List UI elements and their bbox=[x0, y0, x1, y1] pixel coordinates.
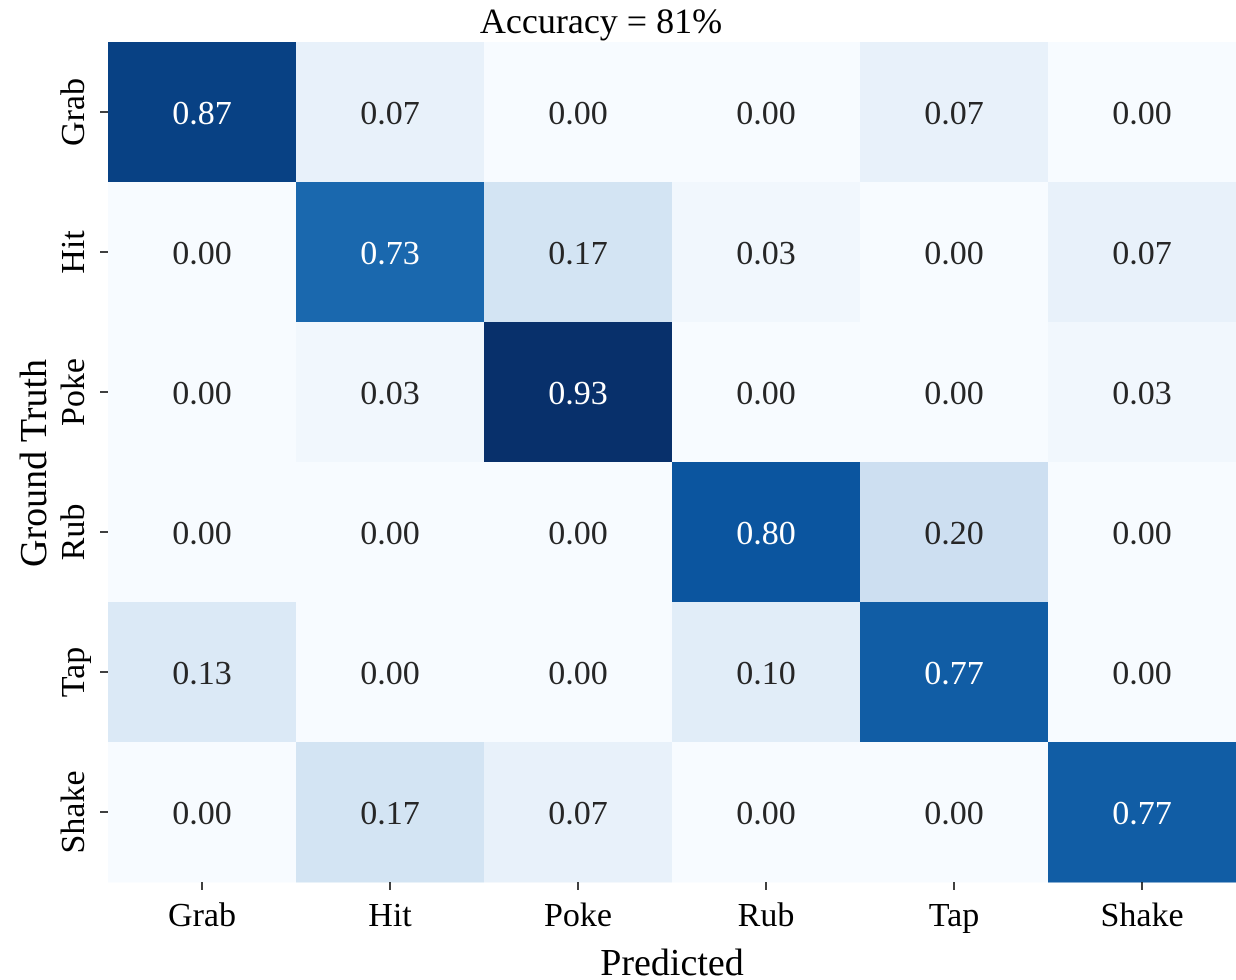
heatmap-cell-label: 0.00 bbox=[1112, 655, 1172, 692]
heatmap-cell bbox=[672, 742, 861, 883]
y-axis-label: Ground Truth bbox=[13, 359, 55, 567]
heatmap-cell-label: 0.77 bbox=[1112, 795, 1172, 832]
heatmap-cell bbox=[296, 42, 485, 183]
y-tick-label: Rub bbox=[55, 504, 92, 561]
heatmap-cell-label: 0.07 bbox=[548, 795, 608, 832]
heatmap-cell-label: 0.00 bbox=[172, 375, 232, 412]
heatmap-cell bbox=[1048, 322, 1236, 463]
y-tick-label: Tap bbox=[55, 647, 92, 698]
heatmap-cell-label: 0.07 bbox=[924, 95, 984, 132]
y-tick-label: Poke bbox=[55, 358, 92, 426]
heatmap-cell bbox=[108, 322, 297, 463]
heatmap-cell bbox=[1048, 602, 1236, 743]
heatmap-cell-label: 0.00 bbox=[548, 95, 608, 132]
heatmap-cell bbox=[672, 462, 861, 603]
chart-title: Accuracy = 81% bbox=[480, 1, 722, 41]
heatmap-cell-label: 0.17 bbox=[360, 795, 420, 832]
heatmap-cell bbox=[860, 462, 1049, 603]
y-axis-ticks: Grab Hit Poke Rub Tap Shake bbox=[55, 78, 108, 854]
heatmap-cell-label: 0.00 bbox=[548, 515, 608, 552]
heatmap-cell-label: 0.03 bbox=[360, 375, 420, 412]
heatmap-cell-label: 0.00 bbox=[172, 795, 232, 832]
heatmap-cell-label: 0.73 bbox=[360, 235, 420, 272]
heatmap-cell-label: 0.00 bbox=[736, 795, 796, 832]
y-tick-label: Shake bbox=[55, 770, 92, 853]
heatmap-cell-label: 0.00 bbox=[1112, 95, 1172, 132]
heatmap-cell-label: 0.87 bbox=[172, 95, 232, 132]
heatmap-cell bbox=[108, 742, 297, 883]
heatmap-cell-label: 0.77 bbox=[924, 655, 984, 692]
heatmap-cell-label: 0.00 bbox=[172, 235, 232, 272]
heatmap-cell bbox=[672, 602, 861, 743]
x-tick-label: Tap bbox=[929, 897, 980, 934]
heatmap-cell bbox=[484, 462, 673, 603]
y-tick-label: Grab bbox=[55, 78, 92, 146]
heatmap-cell-label: 0.00 bbox=[924, 375, 984, 412]
heatmap-cell bbox=[108, 462, 297, 603]
heatmap-cell-label: 0.00 bbox=[924, 795, 984, 832]
heatmap-cell-label: 0.13 bbox=[172, 655, 232, 692]
heatmap-cell bbox=[1048, 742, 1236, 883]
heatmap-cell bbox=[108, 42, 297, 183]
heatmap-cell-label: 0.03 bbox=[1112, 375, 1172, 412]
heatmap-cell-label: 0.80 bbox=[736, 515, 796, 552]
heatmap-cell bbox=[484, 42, 673, 183]
heatmap-cell-label: 0.93 bbox=[548, 375, 608, 412]
heatmap-cell-labels: 0.87 0.07 0.00 0.00 0.07 0.00 0.00 0.73 0.17 0.03… bbox=[172, 95, 1172, 832]
heatmap-cell bbox=[672, 322, 861, 463]
heatmap-cell bbox=[296, 322, 485, 463]
heatmap-cell-label: 0.00 bbox=[360, 655, 420, 692]
heatmap-cell-label: 0.00 bbox=[548, 655, 608, 692]
x-tick-label: Hit bbox=[368, 897, 412, 934]
heatmap-cell bbox=[108, 182, 297, 323]
heatmap-cell-label: 0.00 bbox=[736, 95, 796, 132]
x-tick-label: Grab bbox=[168, 897, 236, 934]
x-axis-label: Predicted bbox=[600, 942, 744, 980]
heatmap-cell-label: 0.07 bbox=[360, 95, 420, 132]
heatmap-cell-label: 0.00 bbox=[1112, 515, 1172, 552]
heatmap-cell bbox=[484, 602, 673, 743]
heatmap-cell bbox=[1048, 182, 1236, 323]
heatmap-cell bbox=[672, 42, 861, 183]
heatmap-cell bbox=[484, 742, 673, 883]
heatmap-cell-label: 0.10 bbox=[736, 655, 796, 692]
heatmap-cell bbox=[296, 182, 485, 323]
x-tick-label: Shake bbox=[1100, 897, 1183, 934]
heatmap-cell bbox=[1048, 42, 1236, 183]
heatmap-cell bbox=[860, 322, 1049, 463]
heatmap-cell-label: 0.00 bbox=[924, 235, 984, 272]
y-tick-label: Hit bbox=[55, 230, 92, 274]
heatmap-cell-label: 0.00 bbox=[360, 515, 420, 552]
x-axis-ticks: Grab Hit Poke Rub Tap Shake bbox=[168, 882, 1184, 934]
heatmap-cell bbox=[484, 182, 673, 323]
heatmap-cell bbox=[860, 602, 1049, 743]
heatmap-cell-label: 0.07 bbox=[1112, 235, 1172, 272]
heatmap-cells bbox=[108, 42, 1236, 883]
heatmap-cell bbox=[484, 322, 673, 463]
heatmap-cell bbox=[296, 742, 485, 883]
heatmap-cell bbox=[1048, 462, 1236, 603]
x-tick-label: Rub bbox=[738, 897, 795, 934]
heatmap-cell-label: 0.17 bbox=[548, 235, 608, 272]
heatmap-cell bbox=[296, 462, 485, 603]
heatmap-cell-label: 0.00 bbox=[172, 515, 232, 552]
heatmap-cell-label: 0.03 bbox=[736, 235, 796, 272]
heatmap-cell bbox=[860, 742, 1049, 883]
heatmap-cell bbox=[108, 602, 297, 743]
heatmap-cell bbox=[860, 42, 1049, 183]
x-tick-label: Poke bbox=[544, 897, 612, 934]
heatmap-cell bbox=[296, 602, 485, 743]
heatmap-cell bbox=[672, 182, 861, 323]
heatmap-cell bbox=[860, 182, 1049, 323]
heatmap-cell-label: 0.20 bbox=[924, 515, 984, 552]
heatmap-cell-label: 0.00 bbox=[736, 375, 796, 412]
